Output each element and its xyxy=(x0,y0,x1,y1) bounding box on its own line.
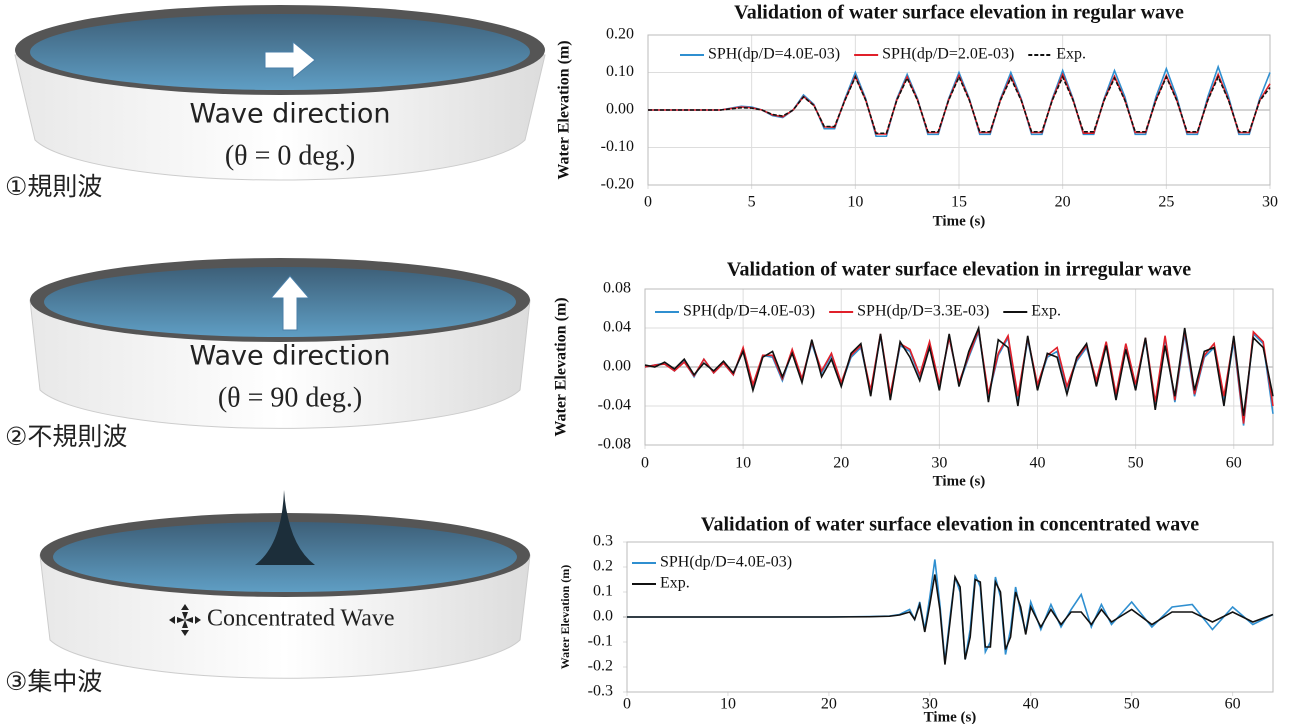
x-tick-label: 10 xyxy=(720,696,736,713)
panel-label: ②不規則波 xyxy=(5,422,127,451)
x-tick-label: 60 xyxy=(1226,455,1242,472)
chart-title: Validation of water surface elevation in… xyxy=(734,2,1184,24)
x-tick-label: 5 xyxy=(748,194,756,211)
x-axis-label: Time (s) xyxy=(933,473,986,489)
y-tick-label: -0.10 xyxy=(601,138,634,155)
x-tick-label: 40 xyxy=(1023,696,1039,713)
y-tick-label: -0.08 xyxy=(598,436,631,453)
y-tick-label: -0.20 xyxy=(601,176,634,193)
x-tick-label: 15 xyxy=(951,194,967,211)
x-tick-label: 10 xyxy=(847,194,863,211)
chart-title: Validation of water surface elevation in… xyxy=(701,514,1199,536)
y-tick-label: 0.0 xyxy=(593,608,613,625)
y-axis-label: Water Elevation (m) xyxy=(556,40,573,179)
series-line xyxy=(627,559,1274,663)
x-tick-label: 25 xyxy=(1158,194,1174,211)
y-tick-label: 0.1 xyxy=(593,583,613,600)
x-tick-label: 50 xyxy=(1124,696,1140,713)
concentrated-text: Concentrated Wave xyxy=(207,606,395,632)
x-tick-label: 0 xyxy=(644,194,652,211)
chart-title: Validation of water surface elevation in… xyxy=(727,259,1191,281)
x-tick-label: 30 xyxy=(931,455,947,472)
panel-label: ③集中波 xyxy=(5,667,102,696)
series-line xyxy=(627,574,1274,665)
x-tick-label: 0 xyxy=(623,696,631,713)
y-tick-label: -0.3 xyxy=(588,683,613,700)
x-axis-label: Time (s) xyxy=(924,709,977,724)
tank-2 xyxy=(29,258,531,429)
x-tick-label: 50 xyxy=(1128,455,1144,472)
tank-3 xyxy=(39,490,531,679)
y-tick-label: -0.1 xyxy=(588,633,613,650)
legend-label: SPH(dp/D=4.0E-03) xyxy=(708,46,840,63)
series-line xyxy=(644,324,1274,416)
x-tick-label: 20 xyxy=(1055,194,1071,211)
x-tick-label: 0 xyxy=(641,455,649,472)
y-tick-label: -0.2 xyxy=(588,658,613,675)
x-tick-label: 60 xyxy=(1225,696,1241,713)
legend-label: SPH(dp/D=4.0E-03) xyxy=(660,554,792,571)
y-axis-label: Water Elevation (m) xyxy=(558,565,572,669)
x-tick-label: 30 xyxy=(922,696,938,713)
tank-1 xyxy=(14,5,546,181)
y-tick-label: 0.00 xyxy=(603,358,631,375)
y-tick-label: 0.2 xyxy=(593,558,613,575)
direction-text: Wave direction xyxy=(189,99,390,130)
x-tick-label: 40 xyxy=(1030,455,1046,472)
series-line xyxy=(644,328,1274,426)
angle-text: (θ = 90 deg.) xyxy=(218,382,362,413)
direction-text: Wave direction xyxy=(189,341,390,372)
y-tick-label: -0.04 xyxy=(598,397,631,414)
x-tick-label: 20 xyxy=(833,455,849,472)
angle-text: (θ = 0 deg.) xyxy=(225,140,355,171)
panel-label: ①規則波 xyxy=(5,172,102,201)
x-tick-label: 20 xyxy=(821,696,837,713)
x-tick-label: 30 xyxy=(1262,194,1278,211)
y-tick-label: 0.08 xyxy=(603,280,631,297)
y-tick-label: 0.3 xyxy=(593,533,613,550)
legend-label: SPH(dp/D=2.0E-03) xyxy=(882,46,1014,63)
x-axis-label: Time (s) xyxy=(933,213,986,229)
y-axis-label: Water Elevation (m) xyxy=(553,297,570,436)
legend-label: Exp. xyxy=(1056,46,1086,63)
series-line xyxy=(648,75,1271,135)
series-line xyxy=(644,326,1274,424)
legend-label: SPH(dp/D=3.3E-03) xyxy=(857,303,989,320)
concentrated-icon xyxy=(169,604,201,636)
y-tick-label: 0.04 xyxy=(603,319,631,336)
y-tick-label: 0.20 xyxy=(606,26,634,43)
y-tick-label: 0.00 xyxy=(606,101,634,118)
x-tick-label: 10 xyxy=(735,455,751,472)
y-tick-label: 0.10 xyxy=(606,63,634,80)
legend-label: Exp. xyxy=(1031,303,1061,320)
legend-label: Exp. xyxy=(660,575,690,592)
legend-label: SPH(dp/D=4.0E-03) xyxy=(683,303,815,320)
